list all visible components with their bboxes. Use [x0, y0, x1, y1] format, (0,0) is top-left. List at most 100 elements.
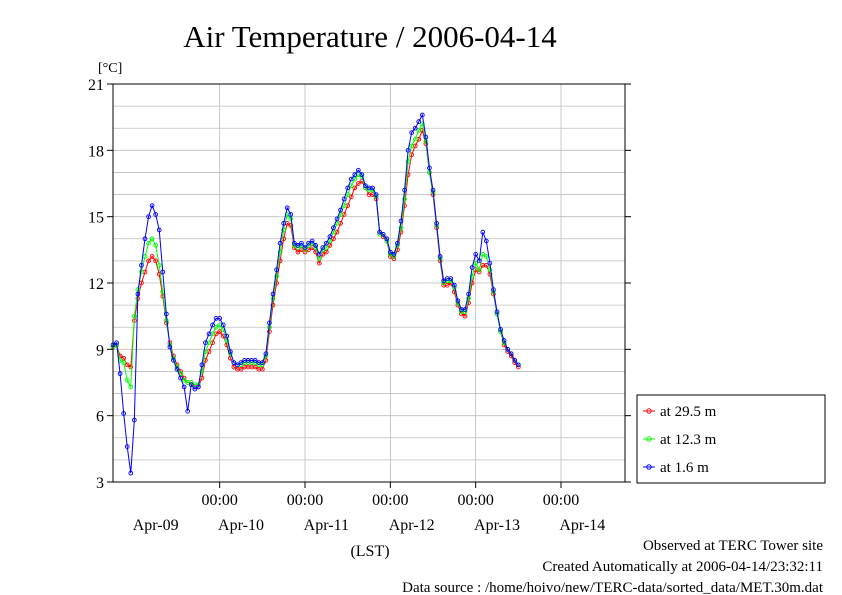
- data-point: [117, 371, 123, 377]
- footer-site: Observed at TERC Tower site: [643, 538, 823, 554]
- data-point: [387, 249, 393, 255]
- data-point: [487, 267, 493, 273]
- data-point: [227, 349, 233, 354]
- data-point: [274, 267, 279, 273]
- data-point: [483, 254, 489, 259]
- y-tick-label: 3: [96, 475, 104, 492]
- data-point: [313, 243, 319, 248]
- grid-lines: [113, 84, 625, 482]
- x-tick-day-label: Apr-09: [133, 517, 179, 534]
- data-point: [491, 287, 496, 292]
- data-point: [185, 408, 191, 414]
- data-point: [405, 159, 411, 164]
- data-point: [267, 320, 272, 326]
- data-point: [163, 318, 169, 323]
- data-point: [409, 130, 415, 135]
- data-point: [331, 236, 336, 242]
- y-tick-label: 9: [96, 342, 104, 359]
- data-point: [434, 220, 439, 226]
- x-axis-label: (LST): [350, 543, 389, 560]
- x-tick-time-label: 00:00: [543, 492, 579, 509]
- data-point: [149, 254, 155, 259]
- data-point: [156, 227, 162, 233]
- data-point: [203, 340, 208, 346]
- data-point: [323, 249, 329, 255]
- data-point: [320, 245, 326, 250]
- data-point: [149, 236, 155, 242]
- data-point: [139, 262, 144, 268]
- x-tick-day-label: Apr-14: [559, 517, 605, 534]
- data-point: [135, 291, 141, 297]
- data-point: [441, 278, 447, 284]
- y-tick-label: 21: [88, 77, 104, 94]
- data-point: [302, 245, 308, 250]
- series-1: [110, 121, 521, 390]
- data-point: [142, 236, 148, 242]
- data-point: [131, 417, 137, 423]
- x-tick-day-label: Apr-12: [389, 517, 435, 534]
- data-point: [252, 358, 258, 363]
- data-point: [398, 225, 404, 231]
- data-point: [466, 296, 471, 301]
- data-point: [235, 362, 240, 368]
- data-point: [373, 192, 379, 197]
- series-line: [112, 113, 519, 474]
- legend-label: at 29.5 m: [660, 404, 717, 420]
- data-point: [395, 240, 400, 246]
- data-point: [455, 298, 461, 304]
- data-point: [405, 147, 411, 153]
- data-point: [327, 234, 333, 239]
- data-point: [238, 366, 244, 372]
- data-point: [466, 291, 471, 297]
- data-point: [323, 240, 329, 246]
- data-point: [178, 375, 183, 381]
- data-point: [352, 172, 358, 178]
- data-point: [281, 227, 287, 233]
- data-point: [217, 329, 223, 334]
- legend-box: [636, 394, 826, 484]
- data-point: [121, 360, 127, 365]
- data-point: [348, 176, 354, 182]
- data-point: [416, 128, 422, 133]
- data-point: [334, 216, 340, 222]
- chart-title: Air Temperature / 2006-04-14: [183, 19, 557, 54]
- legend-marker: [646, 464, 652, 470]
- y-tick-label: 12: [88, 276, 104, 293]
- data-point: [224, 338, 230, 343]
- data-point: [181, 384, 187, 390]
- data-point: [355, 167, 361, 173]
- data-point: [171, 358, 176, 363]
- y-tick-label: 6: [96, 409, 104, 426]
- data-point: [412, 136, 418, 142]
- data-point: [231, 360, 237, 365]
- data-point: [487, 260, 493, 266]
- data-point: [515, 364, 521, 370]
- data-point: [501, 338, 507, 343]
- series-2: [110, 112, 521, 476]
- data-point: [505, 346, 511, 352]
- footer-created: Created Automatically at 2006-04-14/23:3…: [542, 559, 823, 575]
- data-point: [295, 249, 301, 255]
- data-point: [238, 360, 244, 365]
- x-tick-day-label: Apr-10: [218, 517, 264, 534]
- y-tick-label: 18: [88, 143, 104, 160]
- data-point: [288, 223, 294, 228]
- x-tick-time-label: 00:00: [201, 492, 237, 509]
- data-point: [345, 185, 351, 191]
- data-point: [430, 187, 436, 193]
- footer-source: Data source : /home/hoivo/new/TERC-data/…: [402, 580, 824, 595]
- series-group: [110, 112, 521, 476]
- data-point: [483, 238, 489, 244]
- data-point: [427, 165, 432, 171]
- data-point: [121, 355, 127, 361]
- x-axis-ticks: 00:00 00:00 00:00 00:00 00:00 Apr-09 Apr-10 Apr…: [133, 482, 605, 534]
- data-point: [160, 269, 166, 275]
- y-tick-label: 15: [88, 210, 104, 227]
- data-point: [153, 243, 159, 248]
- data-point: [153, 258, 159, 264]
- data-point: [384, 236, 390, 242]
- data-point: [163, 311, 169, 317]
- data-point: [146, 214, 151, 220]
- data-point: [409, 143, 415, 149]
- x-tick-time-label: 00:00: [457, 492, 493, 509]
